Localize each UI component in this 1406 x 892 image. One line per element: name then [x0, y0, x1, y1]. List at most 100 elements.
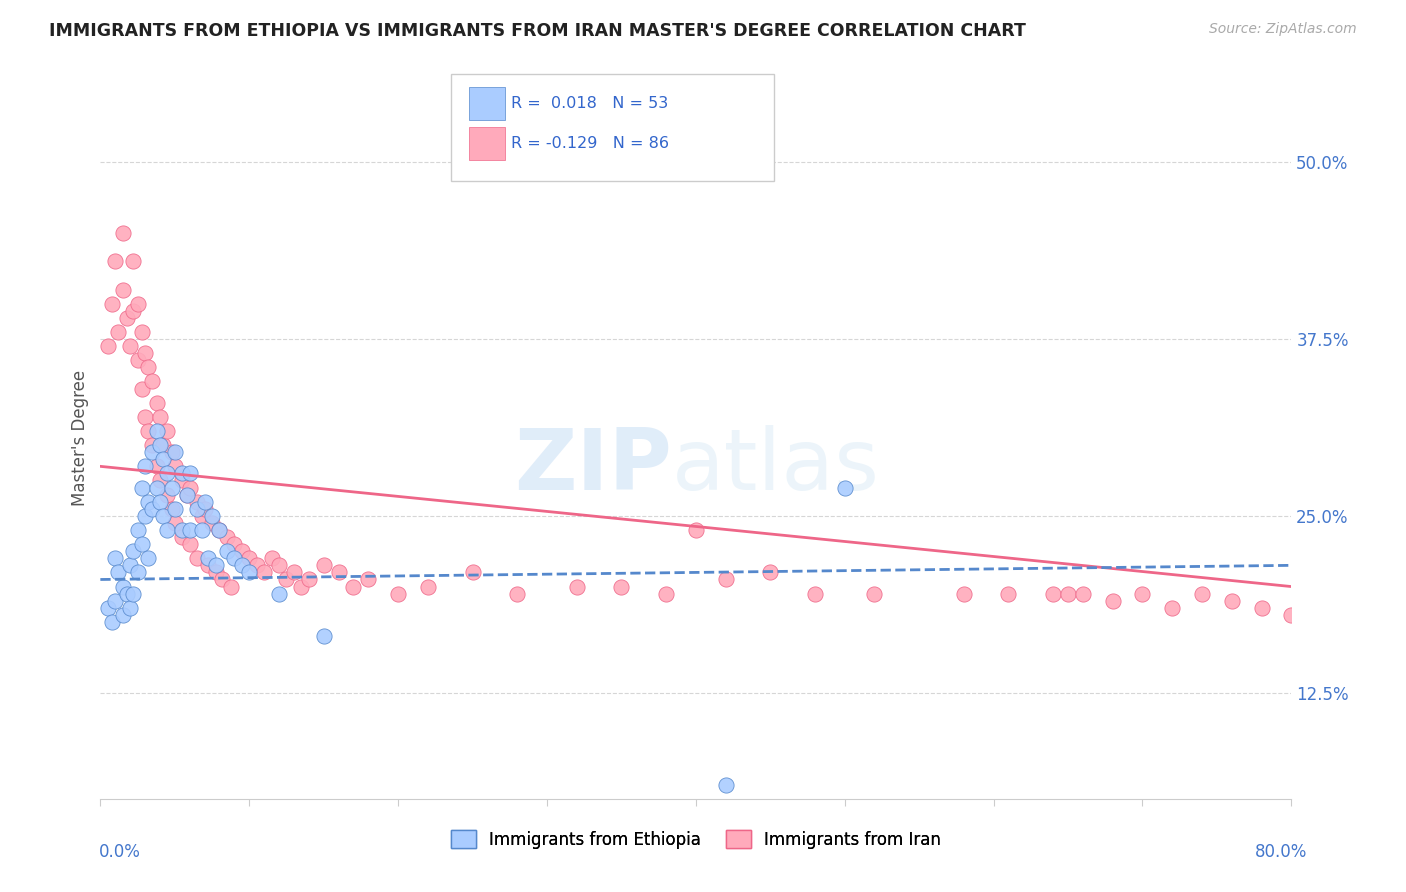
Point: [146, 424, 169, 438]
Point: [146, 395, 169, 409]
Point: [328, 566, 350, 580]
Point: [186, 501, 208, 516]
Point: [131, 325, 153, 339]
Point: [111, 607, 134, 622]
Point: [172, 467, 194, 481]
Point: [115, 587, 138, 601]
Point: [205, 558, 228, 573]
Point: [156, 488, 179, 502]
Point: [127, 296, 149, 310]
Point: [357, 573, 380, 587]
Point: [238, 551, 260, 566]
Point: [312, 629, 335, 643]
Point: [298, 573, 321, 587]
Point: [141, 438, 163, 452]
Point: [1042, 587, 1064, 601]
Point: [134, 346, 156, 360]
Point: [655, 587, 678, 601]
Point: [141, 445, 163, 459]
Point: [461, 566, 484, 580]
Point: [179, 467, 201, 481]
Point: [565, 580, 588, 594]
Point: [122, 254, 145, 268]
Point: [197, 558, 219, 573]
Point: [179, 537, 201, 551]
Point: [127, 523, 149, 537]
Point: [685, 523, 707, 537]
Point: [506, 587, 529, 601]
Legend: Immigrants from Ethiopia, Immigrants from Iran: Immigrants from Ethiopia, Immigrants fro…: [444, 823, 948, 855]
Point: [190, 508, 212, 523]
Point: [863, 587, 886, 601]
Point: [134, 409, 156, 424]
Point: [610, 580, 633, 594]
Point: [190, 523, 212, 537]
Text: Source: ZipAtlas.com: Source: ZipAtlas.com: [1209, 22, 1357, 37]
Point: [267, 558, 290, 573]
Point: [201, 508, 224, 523]
Point: [136, 494, 159, 508]
Point: [193, 501, 215, 516]
Point: [111, 226, 134, 240]
Point: [1071, 587, 1094, 601]
Text: 0.0%: 0.0%: [98, 843, 141, 861]
Point: [149, 409, 172, 424]
Point: [104, 593, 127, 607]
Point: [122, 303, 145, 318]
Point: [416, 580, 439, 594]
Point: [163, 501, 186, 516]
Point: [221, 580, 243, 594]
Point: [136, 424, 159, 438]
Point: [224, 537, 246, 551]
Point: [714, 778, 737, 792]
Point: [163, 516, 186, 530]
Text: R = -0.129   N = 86: R = -0.129 N = 86: [510, 136, 669, 151]
Point: [97, 339, 120, 353]
Point: [107, 566, 129, 580]
Point: [231, 544, 253, 558]
Point: [156, 424, 179, 438]
Point: [146, 459, 169, 474]
Point: [120, 558, 142, 573]
Text: 80.0%: 80.0%: [1256, 843, 1308, 861]
Point: [149, 494, 172, 508]
Point: [152, 508, 174, 523]
Point: [141, 501, 163, 516]
Point: [1279, 607, 1302, 622]
Point: [312, 558, 335, 573]
Point: [253, 566, 276, 580]
Point: [172, 530, 194, 544]
Point: [267, 587, 290, 601]
Point: [387, 587, 409, 601]
Point: [122, 544, 145, 558]
Point: [205, 566, 228, 580]
Point: [136, 551, 159, 566]
Point: [160, 501, 183, 516]
Text: atlas: atlas: [672, 425, 880, 508]
Point: [290, 580, 312, 594]
Point: [238, 566, 260, 580]
Point: [134, 508, 156, 523]
Point: [122, 587, 145, 601]
Point: [1250, 600, 1272, 615]
Point: [224, 551, 246, 566]
Y-axis label: Master's Degree: Master's Degree: [72, 370, 89, 506]
Point: [176, 488, 198, 502]
Point: [197, 551, 219, 566]
Point: [208, 523, 231, 537]
Point: [1161, 600, 1184, 615]
Point: [104, 254, 127, 268]
Point: [160, 445, 183, 459]
Point: [179, 523, 201, 537]
Point: [97, 600, 120, 615]
Point: [1101, 593, 1123, 607]
Text: ZIP: ZIP: [515, 425, 672, 508]
Point: [111, 580, 134, 594]
Point: [215, 544, 238, 558]
Point: [211, 573, 233, 587]
Text: IMMIGRANTS FROM ETHIOPIA VS IMMIGRANTS FROM IRAN MASTER'S DEGREE CORRELATION CHA: IMMIGRANTS FROM ETHIOPIA VS IMMIGRANTS F…: [49, 22, 1026, 40]
Point: [156, 523, 179, 537]
Point: [152, 438, 174, 452]
Point: [186, 551, 208, 566]
Point: [127, 566, 149, 580]
